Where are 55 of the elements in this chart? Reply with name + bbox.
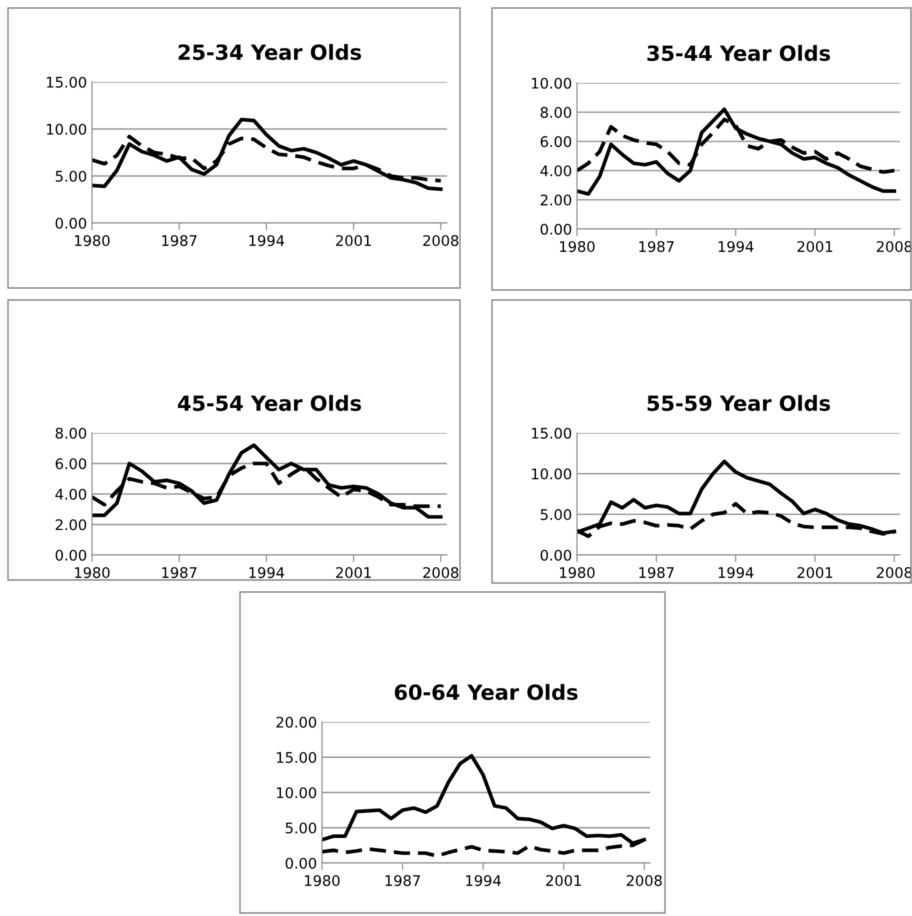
x-tick-label: 1980 [560, 241, 595, 252]
x-tick-label: 1987 [162, 235, 197, 246]
y-tick-label: 2.00 [56, 519, 86, 530]
y-tick-label: 0.00 [56, 218, 86, 229]
x-tick-label: 1994 [249, 567, 284, 578]
x-tick-label: 2001 [546, 875, 581, 886]
x-tick-label: 1980 [75, 567, 110, 578]
line-series [92, 443, 443, 519]
x-tick-label: 2008 [423, 235, 458, 246]
chart-title: 45-54 Year Olds [178, 394, 361, 412]
x-tick-label: 1987 [639, 241, 674, 252]
x-tick-label: 1994 [249, 235, 284, 246]
y-tick-label: 15.00 [532, 428, 572, 439]
x-tick-label: 2008 [423, 567, 458, 578]
y-tick-label: 0.00 [540, 224, 572, 235]
chart-title: 25-34 Year Olds [178, 44, 361, 60]
x-tick-label: 2008 [626, 875, 662, 886]
x-tick-label: 1987 [639, 567, 674, 578]
y-tick-label: 0.00 [540, 550, 572, 561]
y-tick-label: 10.00 [276, 787, 316, 798]
chart-title: 35-44 Year Olds [647, 44, 830, 62]
y-tick-label: 5.00 [56, 170, 86, 182]
x-tick-label: 1980 [560, 567, 595, 578]
x-tick-label: 1987 [386, 875, 420, 886]
y-tick-label: 15.00 [46, 76, 86, 88]
y-tick-label: 5.00 [540, 509, 572, 520]
y-tick-label: 15.00 [276, 752, 316, 763]
y-tick-label: 10.00 [532, 78, 572, 89]
x-tick-label: 1994 [466, 875, 501, 886]
x-tick-label: 2001 [798, 241, 832, 252]
y-tick-label: 4.00 [540, 165, 572, 176]
x-tick-label: 2001 [336, 567, 371, 578]
y-tick-label: 20.00 [276, 716, 316, 728]
chart-title: 55-59 Year Olds [648, 394, 830, 412]
x-tick-label: 1994 [718, 567, 754, 578]
chart-title: 60-64 Year Olds [394, 684, 578, 700]
y-tick-label: 8.00 [56, 428, 86, 439]
line-series [92, 118, 443, 191]
y-tick-label: 6.00 [56, 458, 86, 470]
line-series [577, 107, 896, 196]
y-tick-label: 10.00 [532, 468, 572, 480]
y-tick-label: 2.00 [540, 194, 572, 206]
y-tick-label: 8.00 [540, 106, 572, 118]
x-tick-label: 1980 [305, 875, 340, 886]
y-tick-label: 0.00 [286, 858, 316, 869]
x-tick-label: 2001 [336, 235, 371, 246]
y-tick-label: 6.00 [540, 136, 572, 148]
y-tick-label: 5.00 [286, 822, 316, 834]
x-tick-label: 1980 [75, 235, 110, 246]
x-tick-label: 1987 [162, 567, 197, 578]
x-tick-label: 1994 [718, 241, 754, 252]
y-tick-label: 10.00 [46, 124, 86, 135]
y-tick-label: 4.00 [55, 488, 86, 500]
y-tick-label: 0.00 [56, 550, 86, 561]
x-tick-label: 2001 [798, 567, 832, 578]
